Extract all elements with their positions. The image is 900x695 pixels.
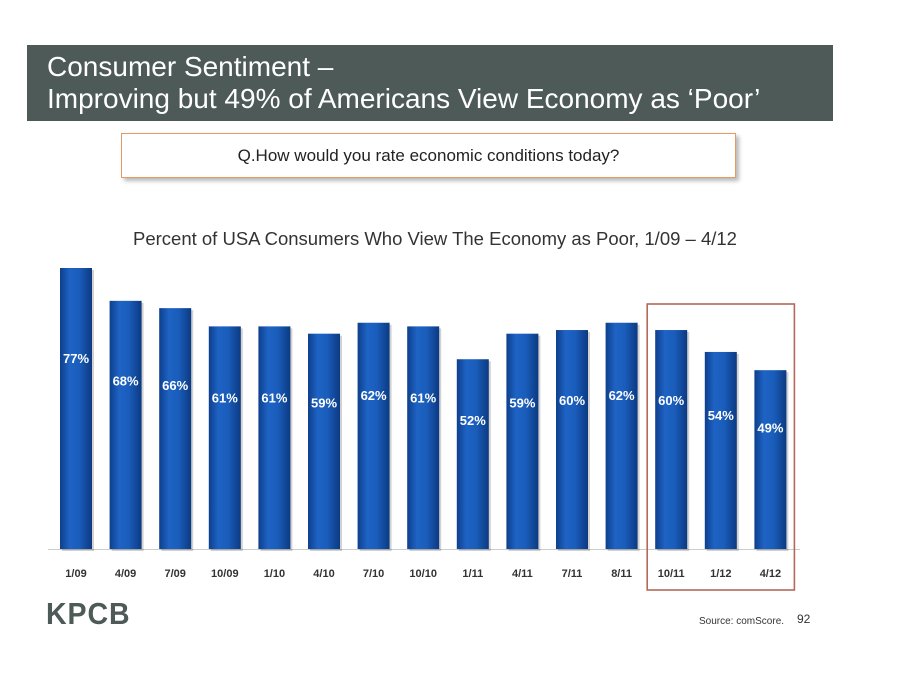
title-bar: Consumer Sentiment – Improving but 49% o…: [27, 45, 833, 121]
bar-value-label: 59%: [311, 396, 337, 411]
x-tick-label: 10/09: [211, 568, 239, 580]
bar-value-label: 77%: [63, 351, 89, 366]
x-tick-label: 1/09: [65, 568, 86, 580]
bar-value-label: 66%: [162, 378, 188, 393]
bar: [556, 330, 588, 549]
bar: [704, 351, 737, 549]
bar-value-label: 52%: [460, 413, 486, 428]
bar: [109, 300, 142, 549]
title-line-2: Improving but 49% of Americans View Econ…: [47, 83, 761, 114]
bar: [605, 322, 638, 549]
bar-value-label: 61%: [212, 391, 238, 406]
bar: [208, 326, 241, 549]
title-line-1: Consumer Sentiment –: [47, 51, 334, 82]
bar-value-label: 62%: [609, 388, 635, 403]
x-tick-label: 10/10: [409, 568, 437, 580]
bar: [655, 330, 688, 549]
bar: [159, 308, 192, 549]
bar: [357, 322, 390, 549]
bar-value-label: 54%: [708, 408, 734, 423]
bar-value-label: 61%: [261, 391, 287, 406]
source-note: Source: comScore.: [699, 616, 785, 627]
bar: [754, 370, 787, 549]
page-number: 92: [797, 612, 811, 626]
bar-value-label: 68%: [113, 373, 139, 388]
bar-value-label: 60%: [658, 393, 684, 408]
bar-value-label: 49%: [757, 420, 783, 435]
x-tick-label: 1/11: [462, 568, 483, 580]
bar-value-label: 60%: [559, 393, 585, 408]
bar: [308, 333, 340, 549]
x-tick-label: 4/11: [512, 568, 533, 580]
bar: [407, 326, 440, 549]
chart-title: Percent of USA Consumers Who View The Ec…: [133, 228, 737, 249]
bar-value-label: 59%: [509, 396, 535, 411]
bar: [506, 333, 539, 549]
x-tick-label: 1/12: [710, 568, 731, 580]
x-tick-label: 7/10: [363, 568, 384, 580]
x-tick-label: 8/11: [611, 568, 632, 580]
x-tick-label: 4/09: [115, 568, 136, 580]
bar-value-label: 61%: [410, 391, 436, 406]
x-tick-label: 7/09: [164, 568, 185, 580]
x-tick-label: 10/11: [658, 568, 685, 580]
bar-value-label: 62%: [361, 388, 387, 403]
bar: [258, 326, 291, 549]
x-tick-label: 7/11: [562, 568, 583, 580]
bar: [60, 268, 92, 549]
kpcb-logo: KPCB: [46, 596, 131, 631]
x-tick-label: 4/12: [760, 568, 781, 580]
question-box: Q.How would you rate economic conditions…: [121, 133, 736, 178]
x-tick-label: 4/10: [313, 568, 334, 580]
bar: [456, 359, 489, 549]
x-tick-label: 1/10: [264, 568, 285, 580]
highlight-box: [646, 303, 796, 591]
